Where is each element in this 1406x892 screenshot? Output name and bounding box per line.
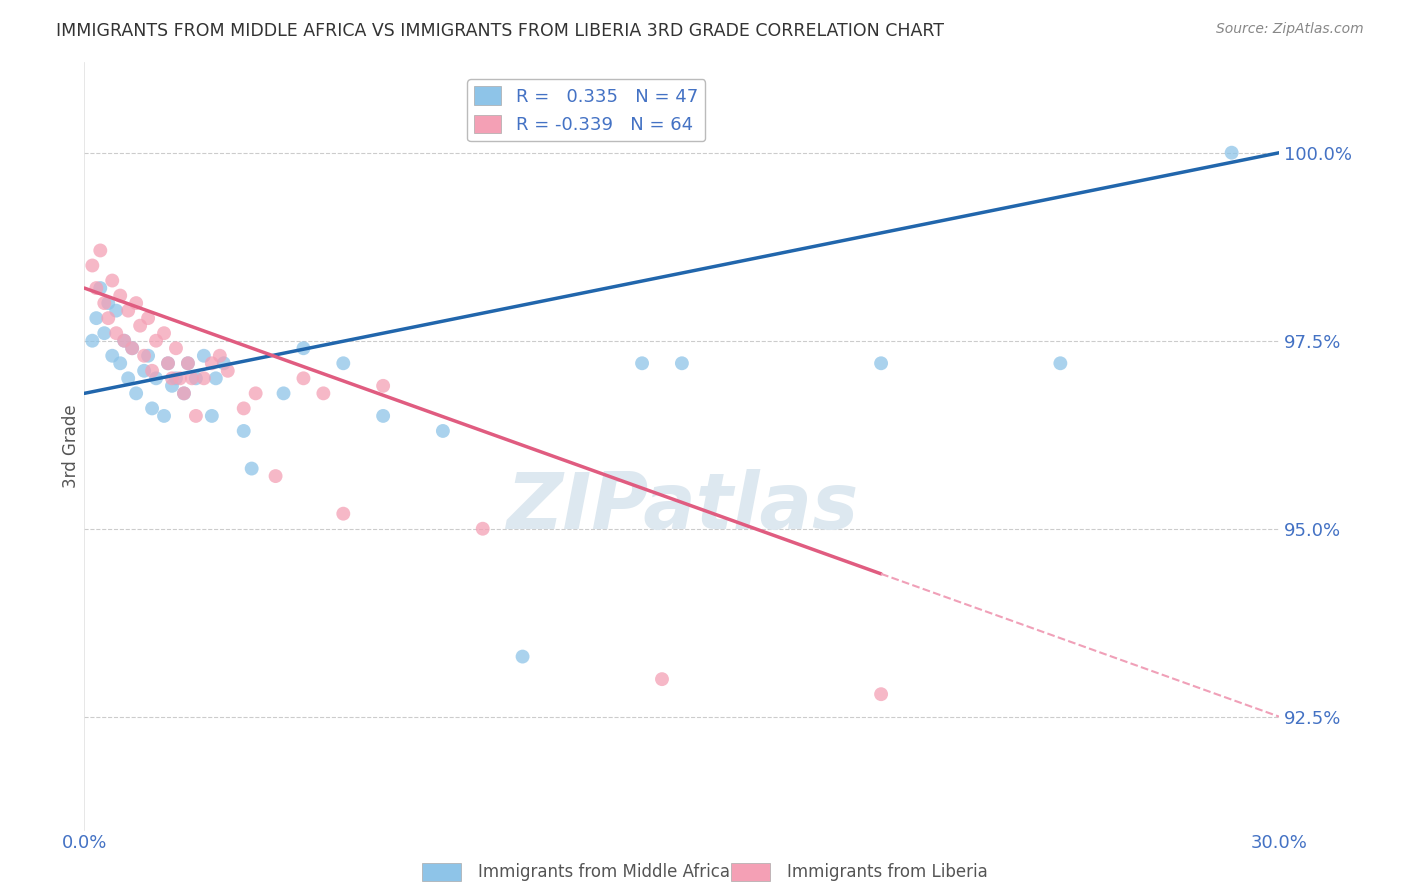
Point: [121, 341, 143, 355]
Point: [373, 409, 395, 423]
Point: [112, 334, 135, 348]
Point: [205, 371, 228, 385]
Point: [89, 244, 111, 258]
Point: [332, 356, 354, 370]
Point: [136, 349, 159, 363]
Point: [145, 334, 167, 348]
Point: [160, 371, 183, 385]
Point: [105, 303, 128, 318]
Point: [292, 341, 315, 355]
Point: [651, 672, 673, 686]
Point: [110, 356, 132, 370]
Point: [432, 424, 454, 438]
Point: [232, 424, 254, 438]
Point: [173, 386, 195, 401]
Point: [125, 386, 148, 401]
Text: Immigrants from Middle Africa: Immigrants from Middle Africa: [478, 863, 730, 881]
Point: [245, 386, 267, 401]
Point: [201, 409, 224, 423]
Point: [264, 469, 287, 483]
Point: [101, 274, 124, 288]
Point: [97, 311, 120, 326]
Point: [97, 296, 120, 310]
Point: [1049, 356, 1071, 370]
Point: [93, 326, 115, 341]
Point: [193, 371, 215, 385]
Point: [141, 401, 163, 416]
Point: [208, 349, 231, 363]
Point: [153, 409, 176, 423]
Point: [312, 386, 335, 401]
Text: IMMIGRANTS FROM MIDDLE AFRICA VS IMMIGRANTS FROM LIBERIA 3RD GRADE CORRELATION C: IMMIGRANTS FROM MIDDLE AFRICA VS IMMIGRA…: [56, 22, 945, 40]
Point: [1220, 145, 1243, 160]
Point: [93, 296, 115, 310]
Point: [173, 386, 195, 401]
Legend: R =   0.335   N = 47, R = -0.339   N = 64: R = 0.335 N = 47, R = -0.339 N = 64: [467, 79, 706, 141]
Point: [141, 364, 163, 378]
Point: [117, 371, 139, 385]
Point: [89, 281, 111, 295]
Point: [631, 356, 654, 370]
Point: [232, 401, 254, 416]
Point: [373, 379, 395, 393]
Point: [101, 349, 124, 363]
Point: [86, 311, 108, 326]
Point: [157, 356, 180, 370]
Y-axis label: 3rd Grade: 3rd Grade: [62, 404, 80, 488]
Point: [332, 507, 354, 521]
Point: [181, 371, 204, 385]
Text: ZIPatlas: ZIPatlas: [506, 469, 858, 545]
Point: [273, 386, 295, 401]
Point: [121, 341, 143, 355]
Point: [512, 649, 534, 664]
Point: [110, 288, 132, 302]
Point: [169, 371, 191, 385]
Point: [136, 311, 159, 326]
Point: [160, 379, 183, 393]
Point: [153, 326, 176, 341]
Point: [129, 318, 152, 333]
Point: [177, 356, 200, 370]
Text: Source: ZipAtlas.com: Source: ZipAtlas.com: [1216, 22, 1364, 37]
Point: [177, 356, 200, 370]
Point: [82, 334, 104, 348]
Point: [165, 341, 187, 355]
Point: [125, 296, 148, 310]
Point: [870, 687, 893, 701]
Point: [240, 461, 263, 475]
Point: [870, 356, 893, 370]
Point: [105, 326, 128, 341]
Point: [82, 259, 104, 273]
Point: [117, 303, 139, 318]
Point: [193, 349, 215, 363]
Point: [671, 356, 693, 370]
Point: [184, 409, 207, 423]
Point: [292, 371, 315, 385]
Point: [217, 364, 239, 378]
Point: [132, 364, 156, 378]
Point: [132, 349, 156, 363]
Point: [471, 522, 494, 536]
Point: [112, 334, 135, 348]
Point: [165, 371, 187, 385]
Point: [86, 281, 108, 295]
Text: Immigrants from Liberia: Immigrants from Liberia: [787, 863, 988, 881]
Point: [145, 371, 167, 385]
Point: [212, 356, 235, 370]
Point: [184, 371, 207, 385]
Point: [157, 356, 180, 370]
Point: [201, 356, 224, 370]
